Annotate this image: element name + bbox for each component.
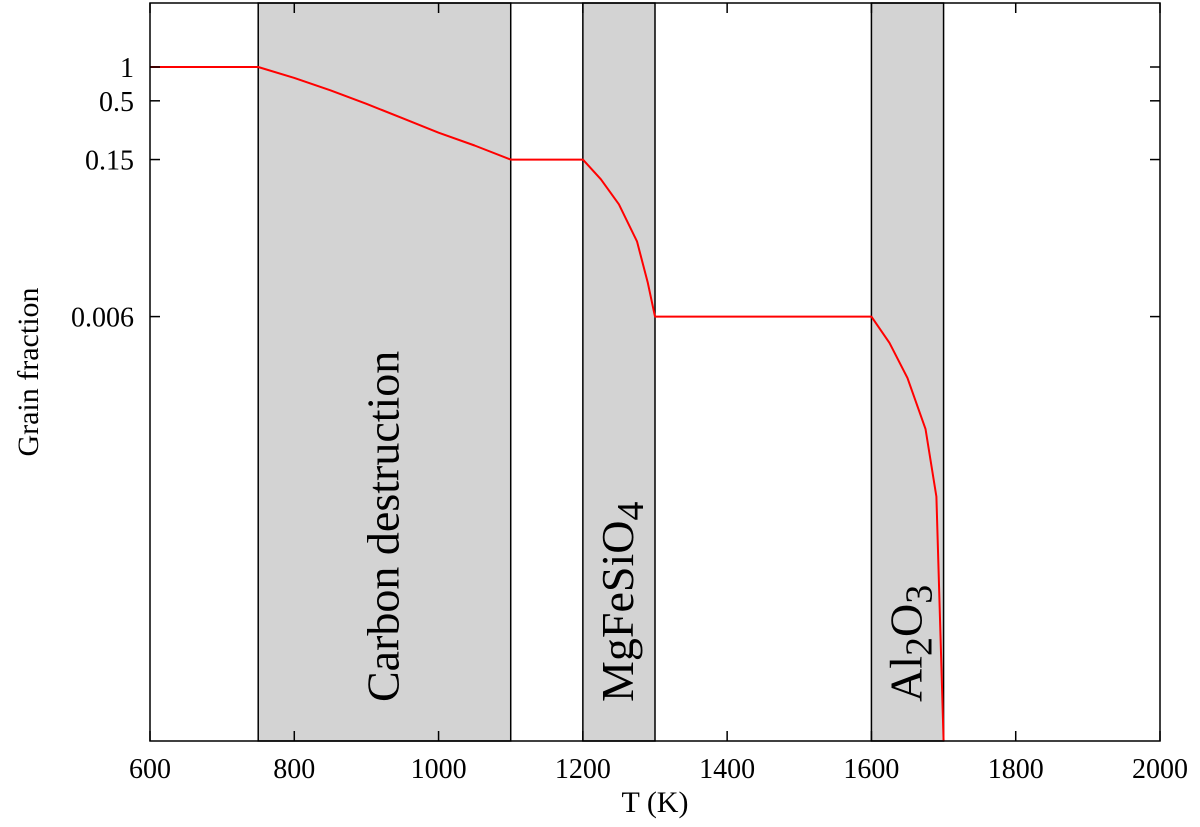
band-label-0: Carbon destruction: [357, 351, 408, 702]
band-label-2-part-0: Al: [881, 656, 932, 702]
x-tick-label-6: 1800: [988, 754, 1044, 785]
y-tick-label-3: 0.006: [71, 303, 134, 334]
x-tick-label-3: 1200: [555, 754, 611, 785]
series-line-0: [150, 66, 945, 742]
line-layer: [150, 66, 945, 742]
x-tick-label-7: 2000: [1132, 754, 1188, 785]
x-tick-label-5: 1600: [843, 754, 899, 785]
y-tick-label-1: 0.5: [99, 87, 134, 118]
band-label-2-part-3: 3: [899, 585, 941, 604]
band-label-2: Al2O3: [881, 585, 941, 702]
plot-frame: [149, 2, 1161, 742]
y-tick-label-0: 1: [120, 53, 134, 84]
band-label-0-part-0: Carbon destruction: [357, 351, 408, 702]
band-labels-layer: Carbon destruction MgFeSiO4 Al2O3: [357, 351, 940, 702]
band-label-2-part-1: 2: [899, 637, 941, 656]
band-label-1-part-0: MgFeSiO: [592, 521, 643, 702]
y-axis-title: Grain fraction: [12, 287, 45, 456]
band-label-1-part-1: 4: [610, 502, 652, 521]
x-tick-label-4: 1400: [699, 754, 755, 785]
x-tick-label-1: 800: [273, 754, 315, 785]
band-0: [257, 2, 512, 742]
x-tick-label-2: 1000: [411, 754, 467, 785]
ticks-layer: 600 800 1000 1200 1400 1600 1800 2000 10.5 0.15 0.…: [71, 3, 1188, 785]
band-1: [582, 2, 656, 742]
band-label-1: MgFeSiO4: [592, 502, 652, 702]
x-tick-label-0: 600: [129, 754, 171, 785]
x-axis-title: T (K): [622, 786, 689, 819]
y-tick-label-2: 0.15: [85, 146, 134, 177]
band-label-2-part-2: O: [881, 604, 932, 637]
